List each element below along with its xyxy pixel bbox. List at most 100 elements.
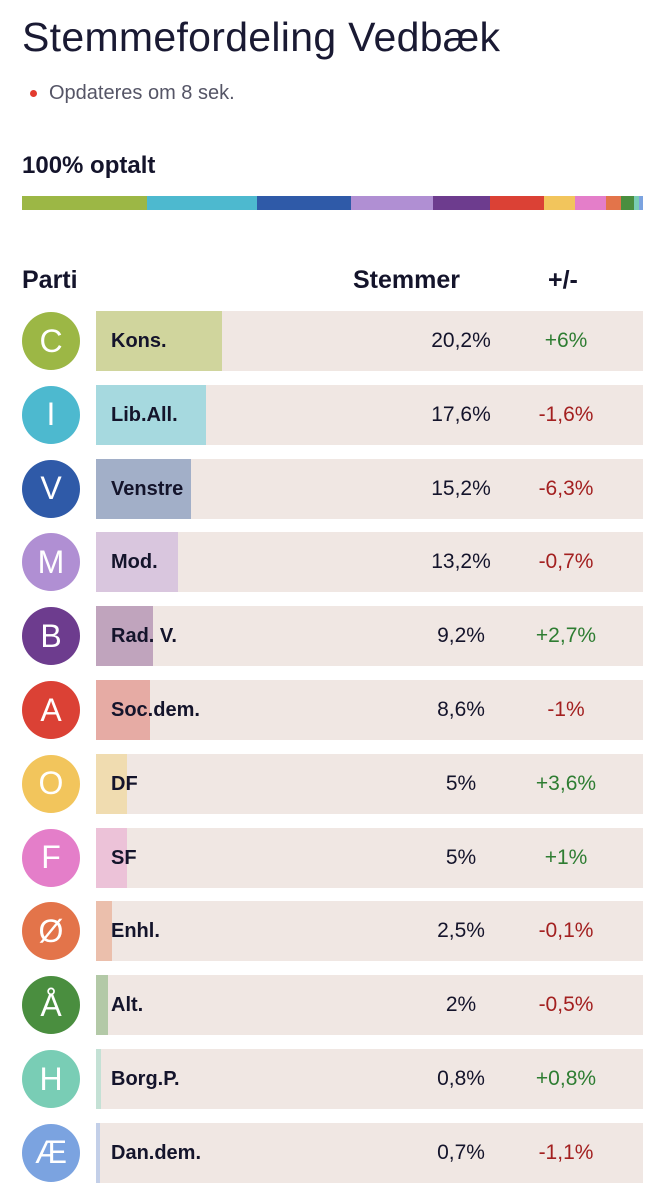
party-vote-change: -1% (547, 698, 585, 721)
party-vote-bar (96, 311, 222, 371)
party-vote-share: 2,5% (437, 919, 485, 943)
distribution-segment (22, 196, 148, 210)
party-letter-badge: V (22, 459, 80, 518)
party-vote-track: Venstre 15,2% -6,3% (96, 458, 643, 519)
party-row: A Soc.dem. 8,6% -1% (0, 680, 665, 740)
party-vote-track: SF 5% +1% (96, 827, 643, 888)
party-row: Ø Enhl. 2,5% -0,1% (0, 901, 665, 962)
party-row: Æ Dan.dem. 0,7% -1,1% (0, 1122, 665, 1183)
party-vote-bar (96, 680, 150, 740)
party-row: O DF 5% +3,6% (0, 753, 665, 814)
party-vote-bar (96, 532, 179, 593)
party-vote-track: Alt. 2% -0,5% (96, 975, 643, 1036)
party-row: V Venstre 15,2% -6,3% (0, 458, 665, 519)
party-letter-badge: F (22, 828, 80, 887)
party-vote-change: -0,1% (538, 919, 594, 943)
party-vote-change: +2,7% (535, 624, 597, 648)
party-vote-share: 0,8% (437, 1067, 485, 1090)
party-vote-track: DF 5% +3,6% (96, 753, 643, 814)
party-vote-share: 20,2% (431, 329, 491, 352)
party-vote-track: Rad. V. 9,2% +2,7% (96, 606, 643, 667)
party-vote-share: 17,6% (431, 402, 491, 426)
distribution-segment (638, 196, 643, 210)
counted-label: 100% optalt (22, 152, 156, 179)
party-name: Borg.P. (111, 1068, 180, 1090)
party-vote-change: -6,3% (538, 476, 594, 500)
party-vote-bar (96, 901, 112, 962)
distribution-segment (543, 196, 575, 210)
party-row: M Mod. 13,2% -0,7% (0, 532, 665, 593)
party-letter-badge: Æ (22, 1123, 80, 1182)
distribution-segment (490, 196, 544, 210)
party-vote-share: 5% (445, 771, 477, 795)
distribution-segment (605, 196, 622, 210)
party-name: Enhl. (111, 920, 160, 943)
party-vote-change: -1,1% (538, 1140, 594, 1164)
party-vote-share: 15,2% (431, 476, 491, 500)
distribution-segment (633, 196, 639, 210)
party-letter-badge: M (22, 533, 80, 592)
column-header-party: Parti (22, 266, 78, 294)
party-letter-badge: O (22, 754, 80, 813)
update-text: Opdateres om 8 sek. (49, 82, 235, 104)
party-row: H Borg.P. 0,8% +0,8% (0, 1049, 665, 1109)
party-vote-share: 13,2% (431, 550, 491, 574)
party-vote-bar (96, 975, 109, 1036)
party-name: SF (111, 846, 137, 869)
party-vote-change: -0,5% (538, 993, 594, 1017)
party-name: Alt. (111, 994, 144, 1017)
party-vote-track: Dan.dem. 0,7% -1,1% (96, 1122, 643, 1183)
party-vote-share: 5% (445, 845, 477, 869)
update-status: Opdateres om 8 sek. (30, 82, 235, 105)
party-row: F SF 5% +1% (0, 827, 665, 888)
party-vote-bar (96, 827, 128, 888)
party-vote-track: Borg.P. 0,8% +0,8% (96, 1049, 643, 1109)
distribution-segment (433, 196, 491, 210)
party-letter-badge: Å (22, 976, 80, 1035)
live-dot-icon (30, 90, 37, 97)
party-name: Dan.dem. (111, 1141, 202, 1164)
party-row: B Rad. V. 9,2% +2,7% (0, 606, 665, 667)
party-vote-change: +6% (544, 329, 588, 352)
party-vote-share: 2% (445, 993, 477, 1017)
party-letter-badge: H (22, 1050, 80, 1108)
party-vote-share: 8,6% (437, 698, 485, 721)
party-letter-badge: Ø (22, 902, 80, 961)
party-name: Kons. (111, 330, 167, 352)
party-letter-badge: B (22, 607, 80, 666)
party-name: Mod. (111, 551, 158, 574)
party-name: DF (111, 772, 138, 795)
party-name: Soc.dem. (111, 699, 200, 721)
party-name: Lib.All. (111, 403, 178, 426)
party-vote-bar (96, 384, 206, 445)
party-vote-share: 0,7% (437, 1140, 485, 1164)
party-vote-change: -0,7% (538, 550, 594, 574)
distribution-segment (351, 196, 434, 210)
distribution-segment (621, 196, 634, 210)
party-row: I Lib.All. 17,6% -1,6% (0, 384, 665, 445)
distribution-segment (256, 196, 352, 210)
party-vote-track: Enhl. 2,5% -0,1% (96, 901, 643, 962)
party-vote-track: Soc.dem. 8,6% -1% (96, 680, 643, 740)
party-vote-change: +1% (544, 845, 588, 869)
party-vote-bar (96, 458, 191, 519)
party-vote-bar (96, 753, 128, 814)
party-vote-change: +3,6% (535, 771, 597, 795)
party-name: Venstre (111, 477, 184, 500)
party-letter-badge: C (22, 312, 80, 370)
page-title: Stemmefordeling Vedbæk (22, 14, 501, 60)
party-vote-track: Lib.All. 17,6% -1,6% (96, 384, 643, 445)
distribution-segment (147, 196, 257, 210)
party-row: C Kons. 20,2% +6% (0, 311, 665, 371)
party-vote-change: -1,6% (538, 402, 594, 426)
party-letter-badge: A (22, 681, 80, 739)
column-header-votes: Stemmer (353, 266, 460, 294)
party-vote-bar (96, 1122, 101, 1183)
distribution-segment (574, 196, 606, 210)
party-vote-track: Kons. 20,2% +6% (96, 311, 643, 371)
party-vote-change: +0,8% (535, 1067, 597, 1090)
party-vote-track: Mod. 13,2% -0,7% (96, 532, 643, 593)
party-name: Rad. V. (111, 625, 177, 648)
party-row: Å Alt. 2% -0,5% (0, 975, 665, 1036)
party-letter-badge: I (22, 385, 80, 444)
